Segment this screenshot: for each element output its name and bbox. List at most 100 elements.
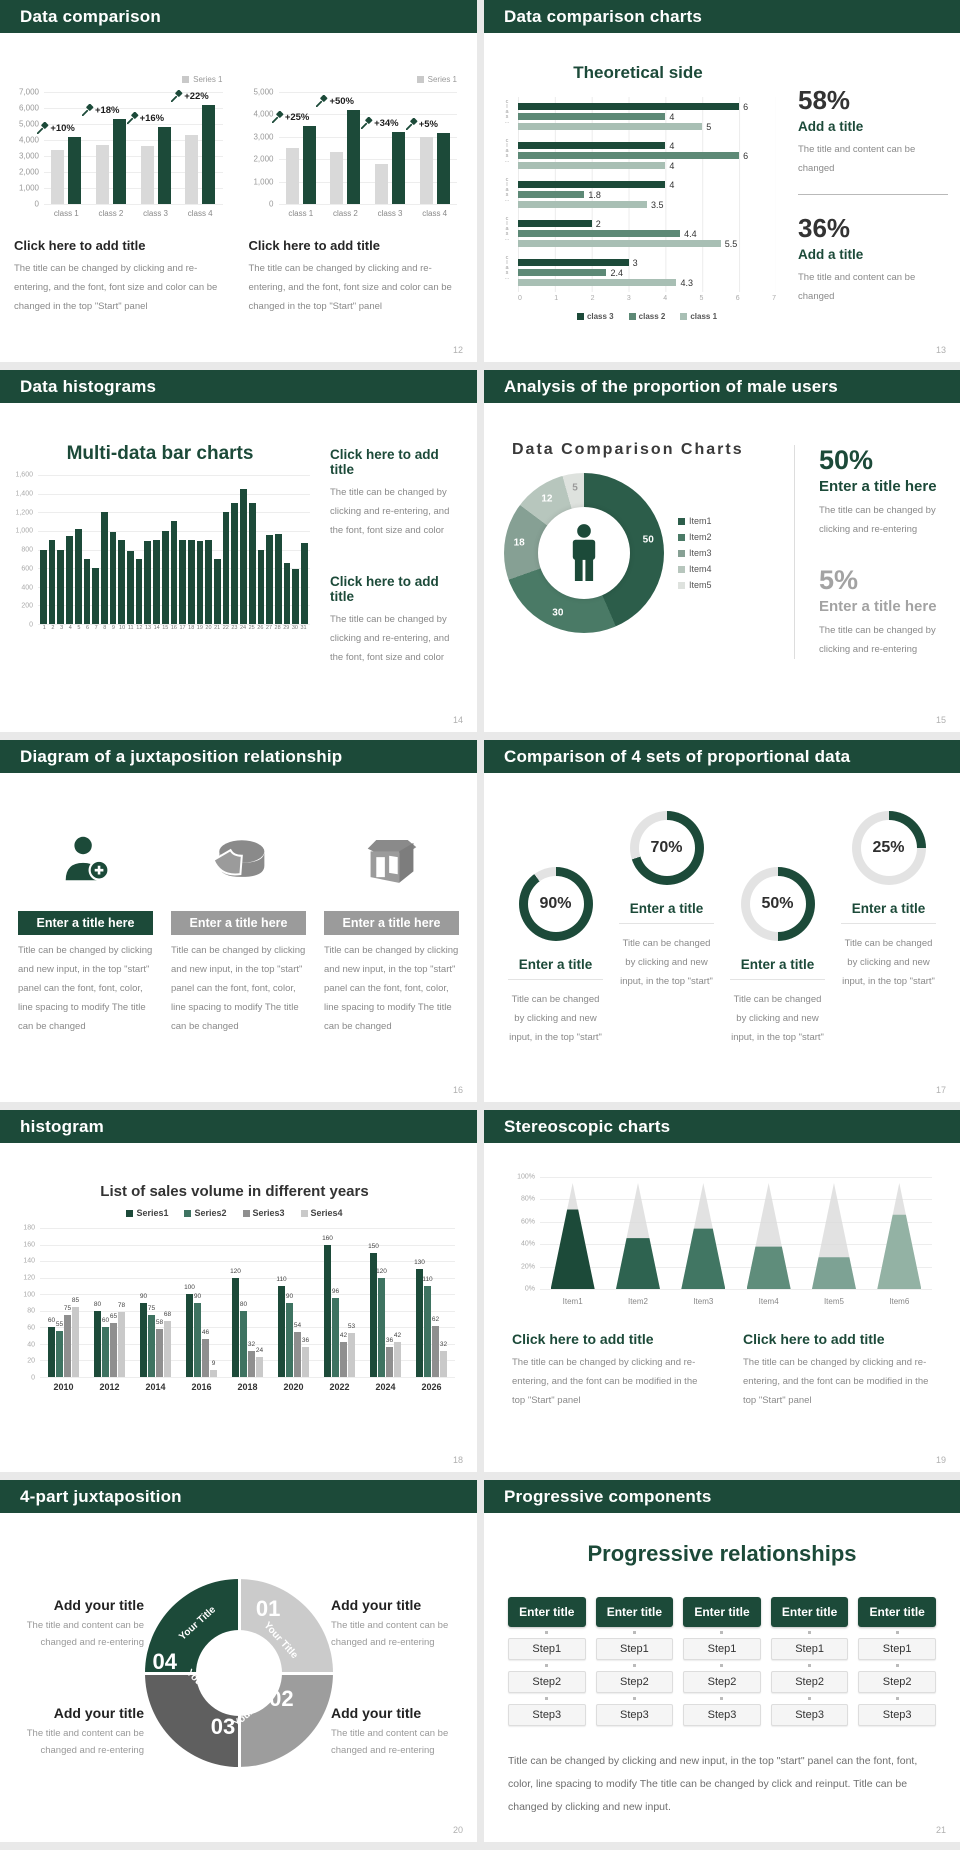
- value-label: 100: [184, 1284, 195, 1292]
- step-box: Step3: [683, 1704, 761, 1726]
- bar-base: [185, 135, 199, 204]
- y-tick-label: 3,000: [18, 151, 39, 161]
- chart-area: 1,600 1,400 1,200 1,000 800 600 400 200 0: [10, 472, 310, 629]
- growth-label: +22%: [171, 89, 209, 102]
- x-tick-label: class 4: [187, 209, 213, 218]
- slide-data-histograms[interactable]: Data histograms Multi-data bar charts 1,…: [0, 370, 477, 732]
- four-part-wheel: Your Title Your Title Your Title Your Ti…: [145, 1579, 333, 1767]
- value-label: 90: [139, 1292, 148, 1300]
- x-tick-label: 1: [554, 295, 559, 302]
- slide-juxtaposition-relationship[interactable]: Diagram of a juxtaposition relationship …: [0, 740, 477, 1102]
- plot-area: +10% +18% +16% +22%: [37, 89, 223, 205]
- bar: [518, 113, 666, 120]
- text-block: Add your title The title and content can…: [331, 1597, 467, 1651]
- stats-column: 50% Enter a title here The title can be …: [794, 445, 948, 659]
- value-label: 90: [193, 1292, 202, 1300]
- value-label: 60: [47, 1317, 56, 1325]
- ring-body: Title can be changed by clicking and new…: [731, 994, 824, 1043]
- block-body: The title can be changed by clicking and…: [743, 1357, 929, 1406]
- enter-title-button[interactable]: Enter title: [595, 1597, 674, 1627]
- horizontal-bar-chart: clas… 6 4 5 clas… 4 6 4 clas… 4 1.8 3.5 clas… 2 4.4 5.5…: [500, 97, 776, 321]
- enter-title-button[interactable]: Enter title: [508, 1597, 586, 1627]
- bar: [518, 269, 607, 276]
- x-tick-label: 31: [300, 625, 307, 631]
- value-label: 85: [71, 1296, 80, 1304]
- wheel-number: 03: [210, 1714, 236, 1740]
- slide-data-comparison[interactable]: Data comparison Series 1 7,000 6,000 5,000 4…: [0, 0, 477, 362]
- slide-male-users-proportion[interactable]: Analysis of the proportion of male users…: [484, 370, 960, 732]
- bar: [257, 549, 265, 624]
- x-tick-label: 6: [85, 625, 90, 631]
- bar-pair: +18%: [81, 92, 133, 204]
- bar-group: clas… 6 4 5: [504, 97, 776, 136]
- step-column: Enter title Step1 Step2 Step3: [683, 1597, 761, 1726]
- ring-column: 90% Enter a title Title can be changed b…: [508, 811, 603, 1047]
- bar-group: 150 120 36 42 2024: [368, 1228, 401, 1392]
- enter-title-button[interactable]: Enter title: [858, 1597, 936, 1627]
- bar: [210, 1369, 217, 1377]
- y-tick-label: 1,200: [15, 509, 33, 516]
- value-label: 78: [117, 1302, 126, 1310]
- x-tick-label: 26: [257, 625, 264, 631]
- bar: [518, 220, 592, 227]
- value-label: 5.5: [724, 238, 738, 249]
- gridline: [40, 1294, 455, 1296]
- legend-item: Series1: [126, 1208, 168, 1218]
- x-tick-label: Item4: [758, 1297, 779, 1306]
- bar-row: 4.3: [518, 278, 776, 288]
- male-icon: [572, 524, 596, 581]
- slide-progressive-components[interactable]: Progressive components Progressive relat…: [484, 1480, 960, 1842]
- slide-4-part-juxtaposition[interactable]: 4-part juxtaposition Your Title Your Tit…: [0, 1480, 477, 1842]
- slide-histogram[interactable]: histogram List of sales volume in differ…: [0, 1110, 477, 1472]
- y-tick-label: 0: [269, 199, 274, 209]
- block-body: The title can be changed by clicking and…: [14, 263, 218, 312]
- ring-percent: 25%: [872, 839, 905, 856]
- enter-title-button[interactable]: Enter title: [770, 1597, 849, 1627]
- bar-wrap: 120: [230, 1268, 241, 1377]
- cone: Item6: [877, 1183, 922, 1306]
- text-block: Click here to add title The title can be…: [330, 447, 461, 540]
- bar: [301, 542, 308, 624]
- value-label: 80: [93, 1300, 102, 1308]
- bar-wrap: 120: [376, 1268, 387, 1377]
- bar: [56, 1331, 63, 1377]
- title-bar: Enter a title here: [324, 911, 459, 935]
- value-label: 80: [239, 1300, 248, 1308]
- bar: [74, 529, 82, 624]
- legend-label: Series1: [136, 1208, 169, 1218]
- progress-ring: 25%: [851, 811, 926, 885]
- bar-row: 4.4: [518, 229, 776, 239]
- slide-paragraph: Title can be changed by clicking and new…: [508, 1755, 918, 1814]
- gridline: [40, 1277, 455, 1279]
- slide-stereoscopic-charts[interactable]: Stereoscopic charts 100% 80% 60% 40% 20% 0% It…: [484, 1110, 960, 1472]
- slice-label: 18: [513, 537, 525, 549]
- y-tick-label: 800: [21, 546, 33, 554]
- enter-title-button[interactable]: Enter title: [683, 1597, 761, 1627]
- y-tick-label: 400: [21, 584, 33, 591]
- bar: [148, 1314, 155, 1377]
- step-column: Enter title Step1 Step2 Step3: [508, 1597, 586, 1726]
- bar: [518, 279, 677, 286]
- bar-wrap: 32: [440, 1341, 447, 1377]
- block-body: The title can be changed by clicking and…: [330, 614, 450, 663]
- y-axis: 5,000 4,000 3,000 2,000 1,000 0: [249, 88, 279, 209]
- bar: [118, 1312, 125, 1377]
- x-tick-label: 27: [265, 625, 273, 631]
- x-tick-label: 4: [68, 625, 72, 631]
- bar-wrap: 68: [164, 1311, 171, 1377]
- slide-proportional-data[interactable]: Comparison of 4 sets of proportional dat…: [484, 740, 960, 1102]
- gridline: [38, 475, 310, 476]
- bar: [518, 142, 666, 149]
- slide-title: Data histograms: [20, 376, 157, 396]
- bar-wrap: 75: [64, 1305, 71, 1377]
- gridline: [40, 1310, 455, 1312]
- group-label: clas…: [504, 255, 510, 280]
- legend-swatch: [182, 76, 190, 83]
- divider: [841, 923, 936, 924]
- bar-wrap: 90: [194, 1293, 201, 1377]
- slide-data-comparison-charts[interactable]: Data comparison charts Theoretical side …: [484, 0, 960, 362]
- step-box: Step2: [770, 1671, 849, 1693]
- bar: [202, 1338, 209, 1377]
- bar-base: [140, 146, 154, 204]
- bar: [292, 569, 300, 624]
